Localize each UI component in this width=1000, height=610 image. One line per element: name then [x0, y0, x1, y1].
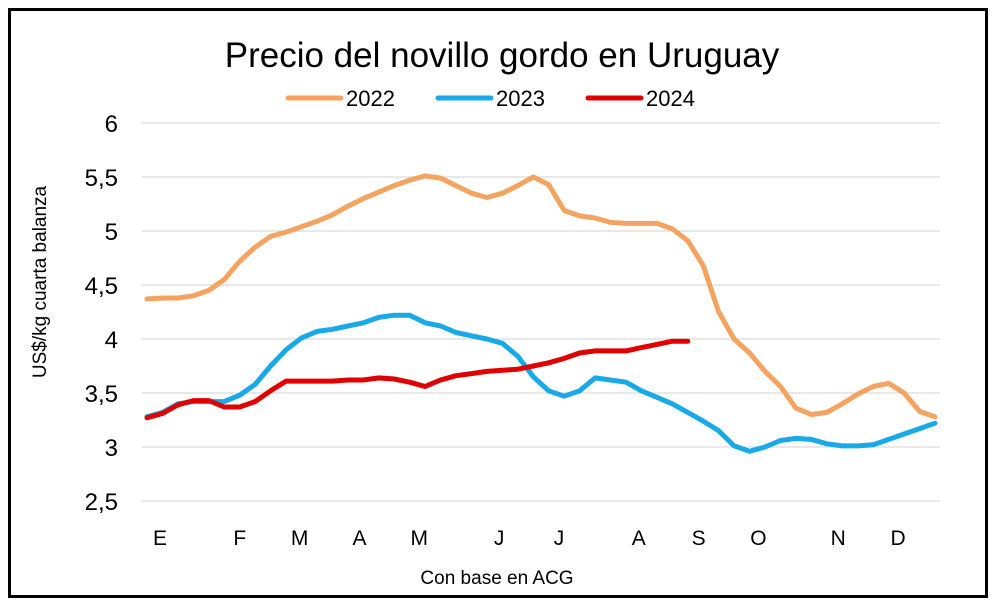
y-axis-label: US$/kg cuarta balanza [30, 185, 51, 378]
series-lines [144, 173, 938, 454]
x-tick-label: M [291, 527, 309, 550]
y-axis-ticks: 2,5 3 3,5 4 4,5 5 5,5 6 [85, 111, 118, 516]
y-tick-label: 3,5 [85, 381, 118, 408]
x-tick-label: A [352, 527, 366, 550]
gridlines [142, 122, 940, 502]
y-tick-label: 6 [105, 111, 118, 138]
x-tick-label: F [233, 527, 246, 550]
y-tick-label: 3 [105, 435, 118, 462]
legend-label-2024: 2024 [646, 86, 695, 111]
legend: 2022 2023 2024 [285, 86, 695, 111]
x-tick-label: D [891, 527, 906, 550]
x-tick-label: N [831, 527, 846, 550]
x-axis-label: Con base en ACG [420, 568, 573, 589]
x-tick-label: O [750, 527, 766, 550]
x-tick-label: J [494, 527, 505, 550]
x-tick-label: E [153, 527, 167, 550]
x-tick-label: M [411, 527, 429, 550]
series-line-2024 [144, 338, 691, 421]
legend-label-2023: 2023 [496, 86, 545, 111]
x-tick-label: J [554, 527, 565, 550]
y-tick-label: 4 [105, 327, 118, 354]
series-line-2023 [144, 312, 938, 454]
y-tick-label: 2,5 [85, 489, 118, 516]
chart-frame [8, 8, 988, 598]
y-tick-label: 4,5 [85, 273, 118, 300]
y-tick-label: 5,5 [85, 165, 118, 192]
x-tick-label: A [632, 527, 646, 550]
series-line-2022 [144, 173, 938, 420]
x-tick-label: S [692, 527, 706, 550]
legend-label-2022: 2022 [346, 86, 395, 111]
chart-title: Precio del novillo gordo en Uruguay [225, 36, 780, 75]
y-tick-label: 5 [105, 219, 118, 246]
